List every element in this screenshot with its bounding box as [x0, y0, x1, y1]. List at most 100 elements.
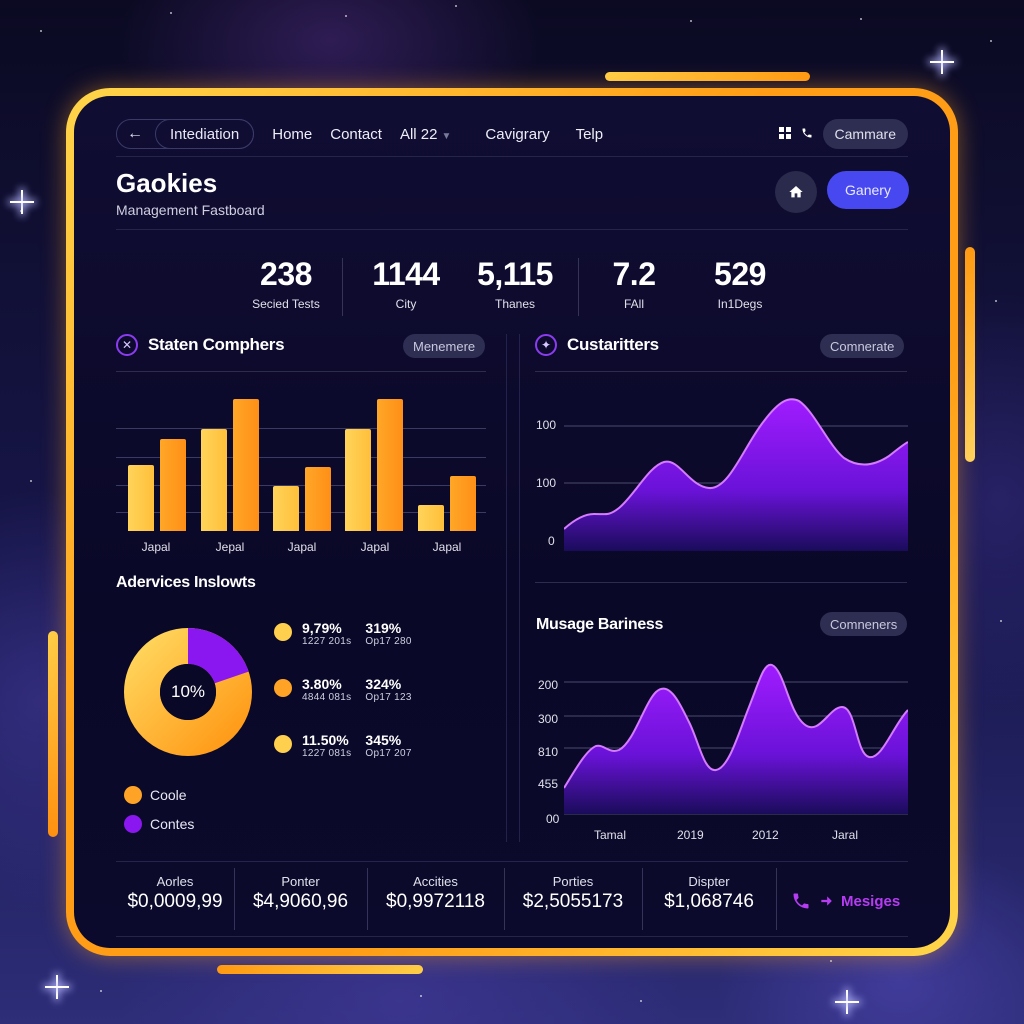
y-axis-label: 00 — [546, 812, 560, 826]
footer-metric-value: $0,0009,99 — [127, 891, 223, 912]
bar[interactable] — [160, 439, 186, 531]
y-axis-label: 0 — [548, 534, 555, 548]
bar-chart — [116, 386, 486, 531]
bar-card-divider — [116, 371, 486, 372]
grid-line — [116, 428, 486, 429]
y-axis-label: 810 — [538, 745, 559, 759]
stat-item: 1144 City — [366, 256, 446, 311]
footer-metric-label: Accities — [413, 874, 458, 889]
legend-label: Contes — [150, 816, 195, 832]
bar-card-header: ✕ Staten Comphers — [116, 334, 285, 356]
ganery-button[interactable]: Ganery — [827, 171, 909, 209]
legend-dot — [124, 815, 142, 833]
comnerate-button[interactable]: Comnerate — [820, 334, 905, 358]
bar[interactable] — [201, 429, 227, 531]
stat-label: Thanes — [494, 297, 536, 311]
bar[interactable] — [128, 465, 154, 531]
nav-dropdown-all[interactable]: All 22 ▼ — [400, 126, 451, 143]
footer-metric: Accities $0,9972118 — [367, 874, 504, 913]
bar[interactable] — [273, 486, 299, 531]
footer-metric: Dispter $1,068746 — [642, 874, 776, 913]
chevron-down-icon: ▼ — [441, 130, 452, 142]
comneners-button[interactable]: Comneners — [820, 612, 908, 636]
stat-item: 5,115 Thanes — [470, 256, 560, 311]
donut-card-title: Adervices Inslowts — [116, 574, 256, 591]
x-axis-label: 2019 — [677, 828, 704, 842]
footer-divider-top — [116, 861, 908, 862]
stat-sub: Op17 123 — [365, 692, 412, 703]
stat-pct: 11.50% — [302, 732, 349, 748]
area-card-1-divider — [535, 371, 907, 372]
stat-col: 9,79% 1227 201s — [302, 620, 351, 647]
donut-chart — [124, 628, 252, 756]
bar[interactable] — [418, 505, 444, 531]
footer-divider — [234, 868, 235, 930]
legend-item-contes: Contes — [124, 815, 194, 833]
area-chart-musage — [564, 663, 908, 815]
y-axis-label: 300 — [538, 712, 559, 726]
x-axis-label: Tamal — [594, 828, 627, 842]
messages-label: Mesiges — [841, 892, 901, 910]
grid-line — [116, 457, 486, 458]
stat-pct: 324% — [365, 676, 402, 692]
column-divider — [519, 334, 520, 842]
stat-label: Secied Tests — [252, 297, 320, 311]
home-button[interactable] — [775, 171, 817, 213]
stat-divider — [578, 258, 579, 316]
bar-x-label: Japal — [432, 540, 462, 554]
nav-link-home[interactable]: Home — [272, 125, 313, 143]
legend-dot — [274, 623, 292, 641]
stat-sub: Op17 207 — [365, 748, 412, 759]
nav-dropdown-label: All 22 — [399, 125, 438, 143]
nav-item-active[interactable]: Intediation — [155, 119, 255, 149]
stat-pct: 3.80% — [302, 676, 342, 692]
stat-col: 3.80% 4844 081s — [302, 676, 351, 703]
top-nav: ← Intediation Home Contact All 22 ▼ Cavig… — [116, 116, 908, 152]
stat-sub: 1227 081s — [302, 748, 352, 759]
y-axis-label: 100 — [536, 476, 557, 490]
stat-label: In1Degs — [717, 297, 763, 311]
nav-link-contact[interactable]: Contact — [330, 125, 382, 143]
arrow-right-icon — [821, 896, 832, 906]
bar[interactable] — [377, 399, 403, 531]
footer-metric: Porties $2,5055173 — [504, 874, 642, 913]
menemere-button[interactable]: Menemere — [403, 334, 486, 358]
footer-metric: Aorles $0,0009,99 — [116, 874, 234, 913]
footer-divider — [504, 868, 505, 930]
footer-metric-label: Aorles — [156, 874, 194, 889]
bar[interactable] — [345, 429, 371, 531]
bar-x-label: Japal — [287, 540, 317, 554]
page-title: Gaokies — [116, 168, 218, 198]
cammare-button[interactable]: Cammare — [822, 119, 908, 149]
bar-x-label: Japal — [141, 540, 171, 554]
stat-item: 7.2 FAll — [602, 256, 666, 311]
stat-value: 1144 — [372, 256, 440, 292]
area-card-1-title: Custaritters — [567, 335, 659, 354]
nav-right-actions: Cammare — [778, 119, 908, 149]
grid-icon[interactable] — [778, 126, 791, 142]
footer-divider — [776, 868, 777, 930]
x-axis-label: 2012 — [752, 828, 779, 842]
area-card-1-header: ✦ Custaritters — [535, 334, 659, 356]
bar[interactable] — [305, 467, 331, 531]
home-icon — [789, 186, 803, 198]
footer-metric-label: Porties — [552, 874, 594, 889]
stat-value: 238 — [260, 256, 312, 292]
bar[interactable] — [450, 476, 476, 531]
nav-link-telp[interactable]: Telp — [575, 125, 604, 143]
messages-button[interactable]: Mesiges — [791, 891, 900, 911]
stat-sub: 4844 081s — [302, 692, 352, 703]
stat-value: 5,115 — [477, 256, 553, 292]
stat-col: 11.50% 1227 081s — [302, 732, 351, 759]
dashboard-panel: ← Intediation Home Contact All 22 ▼ Cavig… — [74, 96, 950, 948]
stat-pct: 9,79% — [302, 620, 342, 636]
legend-dot — [274, 679, 292, 697]
column-divider — [506, 334, 507, 842]
legend-dot — [274, 735, 292, 753]
decorative-accent-bar-left — [48, 631, 58, 837]
page-subtitle: Management Fastboard — [116, 202, 265, 218]
back-arrow-icon[interactable]: ← — [127, 125, 143, 142]
phone-icon[interactable] — [801, 127, 813, 142]
bar[interactable] — [233, 399, 259, 531]
nav-link-cavigrary[interactable]: Cavigrary — [485, 125, 550, 143]
